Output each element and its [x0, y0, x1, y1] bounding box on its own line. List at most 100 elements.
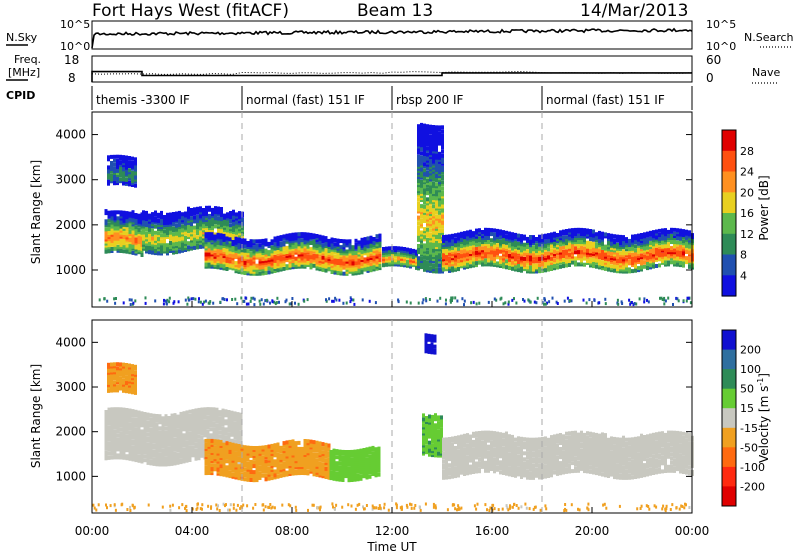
- power-cell: [682, 247, 685, 252]
- velocity-cell: [158, 440, 162, 445]
- power-cell: [420, 244, 423, 249]
- power-cell: [538, 263, 541, 268]
- power-cell: [282, 234, 286, 239]
- power-cell: [339, 257, 343, 262]
- power-cell: [514, 267, 517, 272]
- velocity-cell: [128, 408, 132, 413]
- power-cell: [243, 254, 247, 259]
- power-cell: [649, 232, 652, 237]
- power-cell: [523, 234, 526, 239]
- velocity-cell: [128, 452, 132, 457]
- power-cell: [327, 259, 331, 264]
- power-cell: [226, 298, 228, 302]
- power-cell: [429, 124, 432, 129]
- power-cell: [441, 206, 444, 211]
- power-cell: [670, 252, 673, 257]
- power-cell: [550, 248, 553, 253]
- power-cell: [113, 158, 116, 163]
- velocity-cell: [200, 449, 204, 454]
- velocity-cell: [131, 409, 135, 414]
- power-cell: [625, 237, 628, 242]
- power-cell: [592, 229, 595, 234]
- power-cell: [366, 260, 370, 265]
- power-cell: [217, 216, 220, 221]
- power-cell: [496, 255, 499, 260]
- power-cell: [142, 242, 145, 247]
- power-cell: [234, 297, 237, 301]
- power-cell: [318, 242, 322, 247]
- power-cell: [538, 246, 541, 251]
- power-cell: [421, 301, 424, 305]
- power-cell: [505, 259, 508, 264]
- power-cell: [583, 236, 586, 241]
- power-cell: [354, 238, 358, 243]
- power-cell: [438, 210, 441, 215]
- power-cell: [559, 256, 562, 261]
- power-cell: [297, 264, 301, 269]
- power-cell: [432, 181, 435, 186]
- power-cell: [556, 237, 559, 242]
- power-cell: [441, 133, 444, 138]
- power-cell: [262, 302, 265, 306]
- velocity-cell: [206, 429, 210, 434]
- power-cell: [234, 255, 238, 259]
- power-cell: [643, 260, 646, 265]
- power-cell: [330, 268, 334, 272]
- power-cell: [553, 250, 556, 254]
- power-cell: [423, 261, 426, 266]
- power-cell: [547, 247, 550, 252]
- power-cell: [294, 256, 298, 261]
- power-cell: [125, 171, 128, 176]
- power-cell: [616, 269, 619, 274]
- power-cell: [417, 148, 420, 153]
- power-cell: [237, 249, 241, 254]
- power-cell: [116, 218, 120, 223]
- power-cell: [186, 302, 189, 306]
- power-cell: [429, 183, 432, 188]
- power-cell: [131, 218, 135, 223]
- power-cell: [181, 248, 184, 253]
- power-cell: [205, 224, 208, 229]
- power-cell: [589, 249, 592, 254]
- power-cell: [291, 236, 295, 241]
- power-cell: [535, 237, 538, 241]
- power-cell: [417, 221, 420, 226]
- power-cell: [145, 231, 148, 236]
- power-cell: [222, 248, 226, 253]
- power-cell: [312, 245, 316, 250]
- power-cell: [586, 252, 589, 257]
- velocity-cell: [179, 446, 183, 451]
- power-cell: [532, 235, 535, 240]
- power-cell: [673, 232, 676, 236]
- power-cell: [173, 300, 176, 304]
- power-cell: [517, 233, 520, 238]
- power-cell: [441, 192, 444, 197]
- power-cell: [423, 208, 426, 213]
- power-cell: [484, 229, 487, 234]
- velocity-cell: [143, 458, 147, 463]
- power-cell: [309, 259, 313, 264]
- power-cell: [252, 247, 256, 252]
- power-cell: [137, 219, 141, 224]
- power-cell: [231, 298, 234, 301]
- power-cell: [122, 229, 126, 233]
- power-cell: [438, 131, 441, 136]
- power-cell: [394, 260, 397, 265]
- power-cell: [204, 248, 208, 253]
- power-cell: [580, 256, 583, 261]
- power-cell: [208, 228, 211, 233]
- power-cell: [193, 235, 196, 240]
- power-cell: [225, 256, 229, 261]
- power-cell: [140, 251, 144, 255]
- power-cell: [166, 233, 169, 238]
- power-cell: [526, 249, 529, 254]
- power-cell: [432, 153, 435, 158]
- power-cell: [556, 257, 559, 262]
- power-cell: [496, 228, 499, 233]
- power-cell: [438, 202, 441, 207]
- velocity-cell: [149, 413, 153, 418]
- power-cell: [338, 298, 341, 302]
- power-cell: [565, 239, 568, 244]
- power-cell: [470, 301, 473, 305]
- power-cell: [502, 262, 505, 267]
